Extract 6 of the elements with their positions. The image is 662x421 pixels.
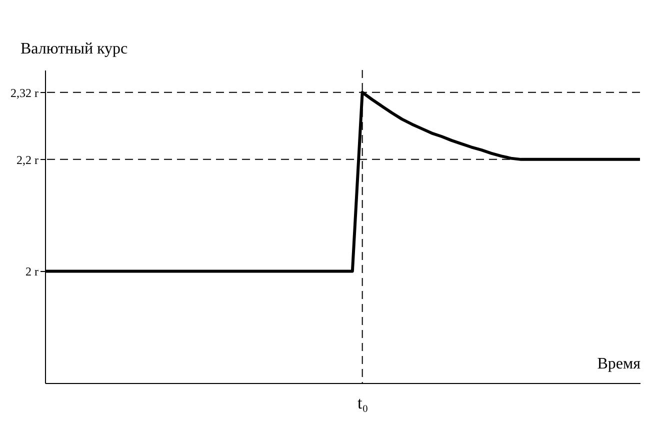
x-tick-label: t₀ [358, 394, 368, 412]
y-tick-label: 2 r [26, 264, 38, 279]
y-axis-title: Валютный курс [20, 40, 128, 58]
x-axis-title: Время [597, 356, 642, 372]
y-tick-label: 2,2 r [16, 152, 38, 167]
y-tick-label: 2,32 r [10, 86, 38, 100]
